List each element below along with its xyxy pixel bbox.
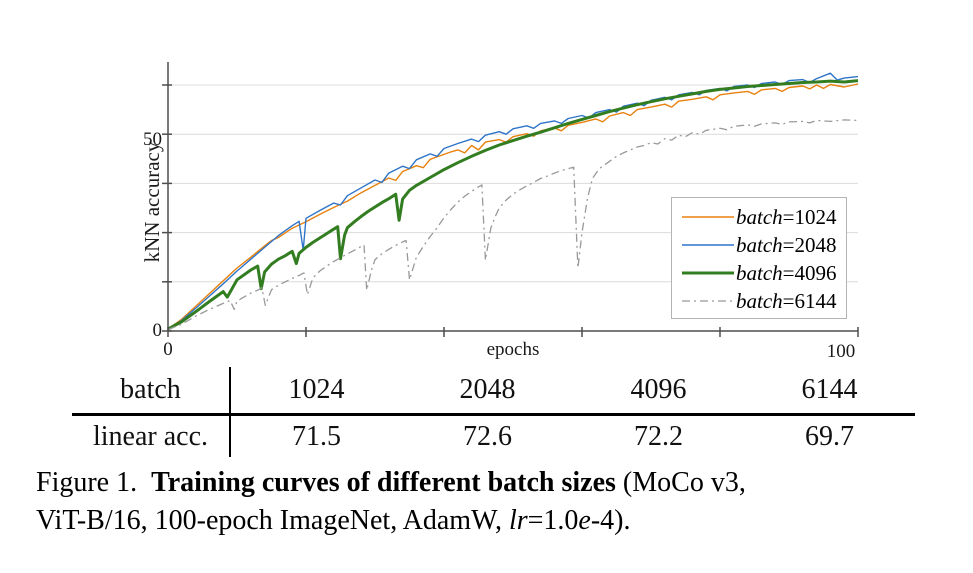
linear-acc-1024: 71.5 (292, 421, 341, 452)
y-axis-title: kNN accuracy (140, 141, 164, 263)
linear-acc-4096: 72.2 (634, 421, 683, 452)
y-tick-label-0: 0 (152, 320, 163, 341)
legend-box: batch=1024 batch=2048 batch=4096 batch=6… (671, 197, 847, 319)
linear-acc-2048: 72.6 (463, 421, 512, 452)
legend-row-batch-2048: batch=2048 (680, 231, 846, 259)
table-header-2048: 2048 (402, 367, 573, 416)
legend-line-batch-4096 (682, 271, 734, 275)
legend-row-batch-6144: batch=6144 (680, 287, 846, 315)
table-header-row: batch 1024 2048 4096 6144 (72, 367, 915, 416)
batch-accuracy-table: batch 1024 2048 4096 6144 linear acc. 71… (72, 367, 915, 457)
legend-label-batch-2048: batch=2048 (736, 232, 837, 257)
table-value-row: linear acc. 71.5 72.6 72.2 69.7 (72, 416, 915, 457)
legend-label-batch-4096: batch=4096 (736, 260, 837, 285)
legend-line-batch-6144 (682, 300, 734, 302)
table-header-label: batch (72, 367, 231, 416)
plot-svg (162, 62, 859, 337)
table-value-label: linear acc. (72, 416, 231, 457)
legend-line-batch-2048 (682, 244, 734, 246)
figure-caption: Figure 1. Training curves of different ba… (36, 464, 956, 540)
caption-line-2: ViT-B/16, 100-epoch ImageNet, AdamW, lr=… (36, 505, 631, 536)
y-tick-label-50: 50 (143, 129, 162, 150)
table-header-4096: 4096 (573, 367, 744, 416)
legend-label-batch-6144: batch=6144 (736, 288, 837, 313)
table-header-1024: 1024 (231, 367, 402, 416)
x-tick-label-0: 0 (163, 339, 173, 360)
legend-row-batch-1024: batch=1024 (680, 203, 846, 231)
legend-label-batch-1024: batch=1024 (736, 204, 837, 229)
table-header-6144: 6144 (744, 367, 915, 416)
legend-line-batch-1024 (682, 216, 734, 218)
x-axis-title: epochs (486, 339, 540, 360)
linear-acc-6144: 69.7 (805, 421, 854, 452)
legend-row-batch-4096: batch=4096 (680, 259, 846, 287)
caption-line-1: Figure 1. Training curves of different ba… (36, 467, 746, 498)
x-tick-label-100: 100 (826, 341, 856, 362)
training-curves-chart: 50 0 0 100 epochs kNN accuracy batch=102… (140, 55, 930, 375)
